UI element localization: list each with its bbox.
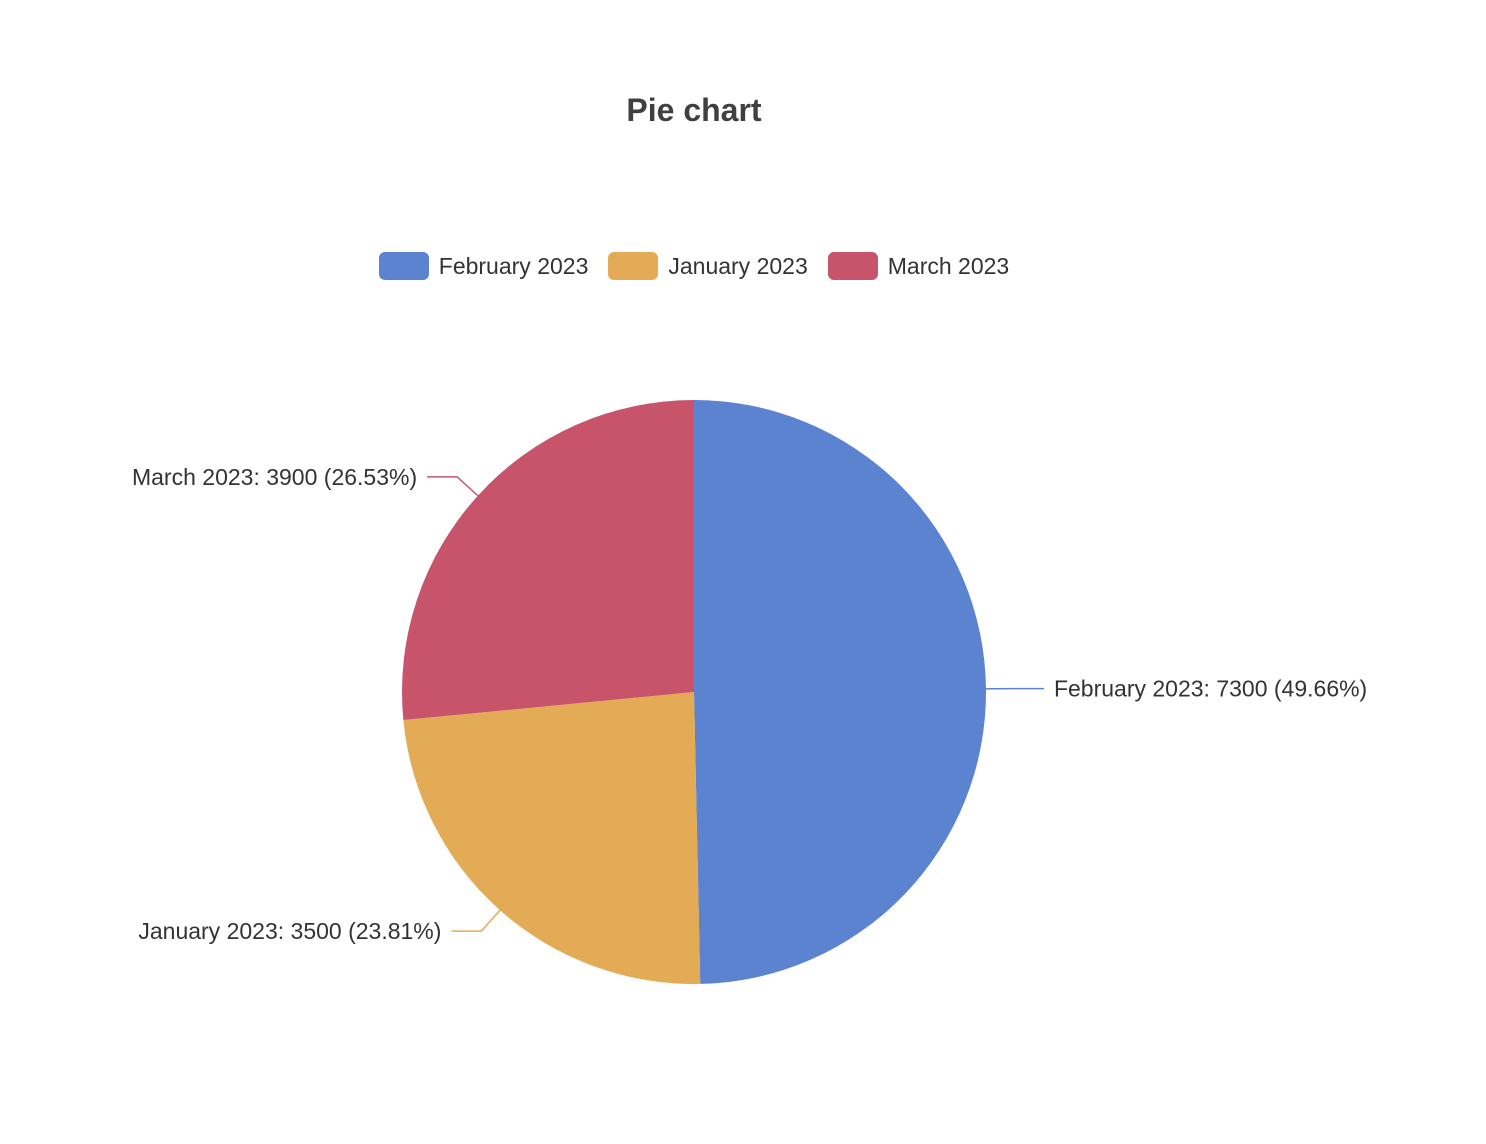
data-label-january-2023: January 2023: 3500 (23.81%) xyxy=(138,918,441,944)
data-label-march-2023: March 2023: 3900 (26.53%) xyxy=(132,464,417,490)
chart-title: Pie chart xyxy=(626,92,762,128)
leader-line-january-2023 xyxy=(451,906,504,932)
legend-label-february-2023: February 2023 xyxy=(438,252,589,279)
legend-item-february-2023[interactable]: February 2023 xyxy=(378,252,589,280)
legend-label-march-2023: March 2023 xyxy=(887,252,1010,279)
legend-label-january-2023: January 2023 xyxy=(668,252,808,279)
pie-slice-march-2023[interactable] xyxy=(402,400,694,721)
pie-slice-february-2023[interactable] xyxy=(694,400,986,984)
legend-item-march-2023[interactable]: March 2023 xyxy=(827,252,1010,280)
legend-swatch-february-2023 xyxy=(378,252,429,280)
leader-line-march-2023 xyxy=(427,476,482,499)
legend-swatch-january-2023 xyxy=(608,252,659,280)
legend-item-january-2023[interactable]: January 2023 xyxy=(608,252,808,280)
legend-swatch-march-2023 xyxy=(827,252,878,280)
pie-slice-january-2023[interactable] xyxy=(403,692,701,984)
chart-legend: February 2023 January 2023 March 2023 xyxy=(0,252,1388,280)
data-label-february-2023: February 2023: 7300 (49.66%) xyxy=(1054,676,1367,702)
